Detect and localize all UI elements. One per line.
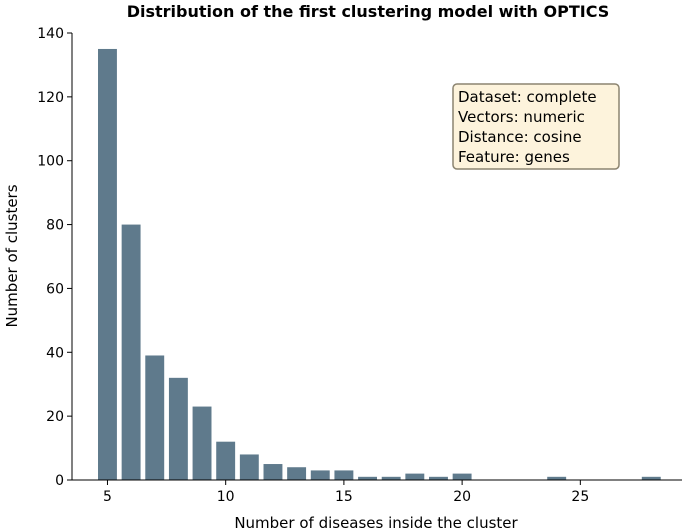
x-tick-label-20: 20 — [453, 489, 471, 505]
y-tick-label-40: 40 — [46, 345, 64, 361]
bar-20 — [452, 473, 472, 480]
y-tick-label-20: 20 — [46, 409, 64, 425]
annotation-line-feature: Feature: genes — [458, 148, 570, 166]
annotation-line-distance: Distance: cosine — [458, 128, 582, 146]
y-tick-label-60: 60 — [46, 281, 64, 297]
y-ticks-group: 0 20 40 60 80 100 120 140 — [37, 26, 72, 489]
y-tick-label-140: 140 — [37, 26, 64, 42]
annotation-line-dataset: Dataset: complete — [458, 88, 597, 106]
bar-5 — [98, 48, 117, 481]
bar-11 — [239, 454, 259, 480]
bar-6 — [121, 224, 141, 480]
bars-group — [98, 48, 661, 481]
x-tick-label-15: 15 — [335, 489, 353, 505]
bar-7 — [145, 355, 165, 480]
annotation-background — [452, 83, 620, 170]
x-tick-label-10: 10 — [217, 489, 235, 505]
x-ticks-group: 5 10 15 20 25 — [103, 480, 589, 505]
y-tick-label-120: 120 — [37, 90, 64, 106]
annotation-line-vectors: Vectors: numeric — [458, 108, 585, 126]
x-tick-label-25: 25 — [571, 489, 589, 505]
bar-10 — [216, 441, 236, 480]
y-tick-label-100: 100 — [37, 154, 64, 170]
x-axis-label: Number of diseases inside the cluster — [234, 514, 518, 532]
y-tick-label-80: 80 — [46, 218, 64, 234]
y-tick-label-0: 0 — [55, 473, 64, 489]
bar-19 — [429, 476, 448, 480]
chart-title: Distribution of the first clustering mod… — [127, 2, 610, 21]
y-axis-label: Number of clusters — [3, 184, 21, 327]
bar-18 — [405, 473, 425, 480]
bar-13 — [287, 467, 307, 480]
bar-28 — [641, 476, 661, 480]
bar-8 — [168, 377, 188, 480]
bar-24 — [547, 476, 567, 480]
x-tick-label-5: 5 — [103, 489, 112, 505]
bar-17 — [381, 476, 401, 480]
bar-16 — [358, 476, 377, 480]
bar-9 — [192, 406, 212, 480]
annotation-box: Dataset: complete Vectors: numeric Dista… — [452, 83, 620, 170]
bar-15 — [334, 470, 354, 480]
bar-14 — [310, 470, 330, 480]
bar-12 — [263, 464, 283, 480]
